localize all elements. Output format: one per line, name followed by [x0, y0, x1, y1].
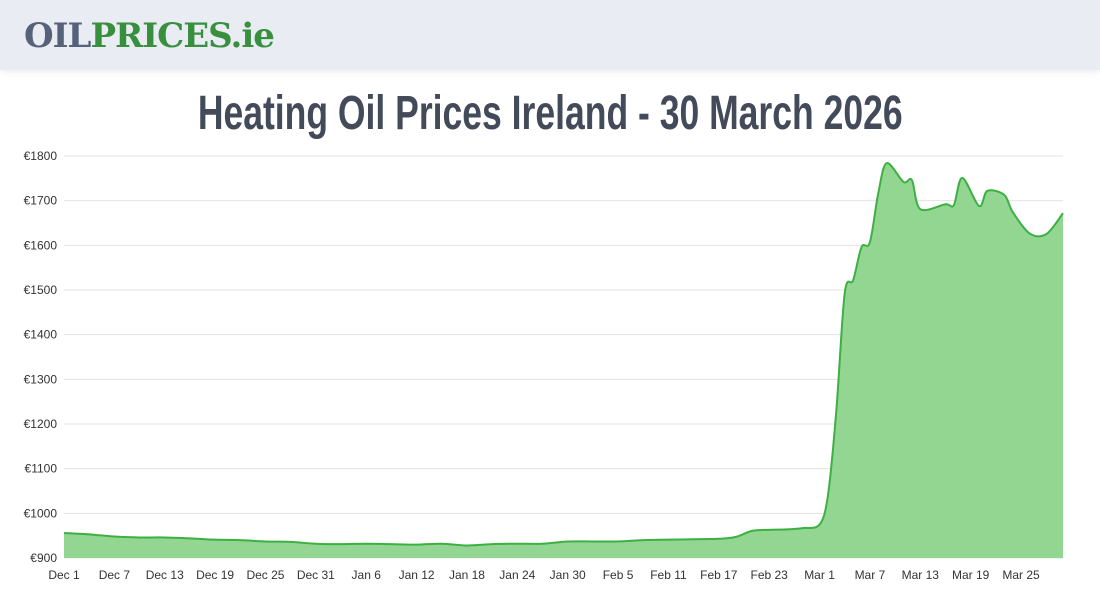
y-tick-label: €1600 — [24, 238, 58, 252]
logo-prices: PRICES.ie — [90, 16, 274, 56]
x-tick-label: Jan 30 — [550, 568, 586, 582]
price-line — [63, 162, 1064, 547]
x-tick-label: Dec 31 — [297, 568, 335, 582]
y-tick-label: €1400 — [24, 328, 58, 342]
x-tick-label: Jan 6 — [352, 568, 382, 582]
y-tick-label: €1500 — [24, 283, 58, 297]
site-header: OILPRICES.ie — [0, 0, 1100, 70]
x-tick-label: Jan 12 — [399, 568, 435, 582]
x-tick-label: Dec 7 — [99, 568, 131, 582]
x-tick-label: Mar 1 — [804, 568, 835, 582]
x-tick-label: Feb 17 — [700, 568, 738, 582]
x-tick-label: Dec 19 — [196, 568, 234, 582]
x-tick-label: Feb 23 — [750, 568, 788, 582]
x-tick-label: Dec 1 — [48, 568, 80, 582]
x-tick-label: Jan 24 — [499, 568, 535, 582]
x-tick-label: Jan 18 — [449, 568, 485, 582]
site-logo[interactable]: OILPRICES.ie — [24, 14, 275, 58]
x-tick-label: Feb 11 — [650, 568, 687, 582]
x-tick-label: Mar 7 — [855, 568, 886, 582]
logo-oil: OIL — [24, 16, 91, 56]
y-tick-label: €1000 — [24, 506, 58, 520]
price-area — [64, 163, 1063, 559]
x-tick-label: Mar 25 — [1002, 568, 1040, 582]
x-tick-label: Feb 5 — [603, 568, 634, 582]
y-tick-label: €1700 — [24, 194, 58, 208]
y-tick-label: €1300 — [24, 372, 58, 386]
page-title: Heating Oil Prices Ireland - 30 March 20… — [0, 84, 1100, 144]
y-tick-label: €900 — [30, 551, 57, 565]
page-title-text: Heating Oil Prices Ireland - 30 March 20… — [197, 87, 903, 140]
y-tick-label: €1100 — [25, 462, 58, 476]
x-tick-label: Dec 13 — [146, 568, 184, 582]
y-tick-label: €1800 — [24, 149, 58, 163]
x-tick-label: Mar 13 — [902, 568, 940, 582]
y-tick-label: €1200 — [24, 417, 58, 431]
x-tick-label: Mar 19 — [952, 568, 990, 582]
x-tick-label: Dec 25 — [246, 568, 284, 582]
